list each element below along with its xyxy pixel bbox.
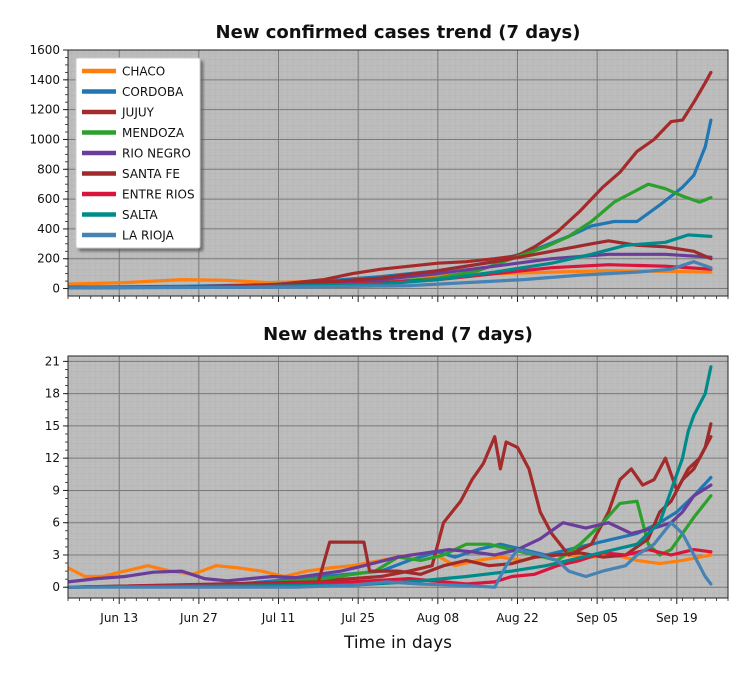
cases-y-tick-label: 600 xyxy=(37,192,60,206)
deaths-x-tick-label: Sep 19 xyxy=(656,611,698,625)
legend-label: SANTA FE xyxy=(122,167,180,181)
legend-label: RIO NEGRO xyxy=(122,147,191,161)
legend-entry-la-rioja: LA RIOJA xyxy=(82,229,175,243)
legend-label: CORDOBA xyxy=(122,85,184,99)
cases-y-tick-label: 200 xyxy=(37,252,60,266)
cases-y-tick-label: 800 xyxy=(37,162,60,176)
legend-entry-santa-fe: SANTA FE xyxy=(82,167,180,181)
cases-y-tick-label: 400 xyxy=(37,222,60,236)
deaths-y-tick-label: 15 xyxy=(45,419,60,433)
legend-label: ENTRE RIOS xyxy=(122,188,195,202)
legend-entry-cordoba: CORDOBA xyxy=(82,85,184,99)
deaths-x-tick-label: Jul 11 xyxy=(261,611,296,625)
deaths-x-tick-label: Jun 13 xyxy=(99,611,138,625)
deaths-y-tick-label: 18 xyxy=(45,387,60,401)
deaths-x-axis-label: Time in days xyxy=(343,633,452,653)
cases-series-jujuy xyxy=(68,70,713,290)
deaths-y-tick-label: 0 xyxy=(52,580,60,594)
cases-y-tick-label: 1600 xyxy=(29,43,60,57)
cases-y-tick-label: 1000 xyxy=(29,132,60,146)
deaths-y-tick-label: 9 xyxy=(52,483,60,497)
deaths-y-axis: 0 3 6 9 12 15 18 21 xyxy=(45,354,68,594)
cases-series-group xyxy=(68,70,713,290)
legend-label: SALTA xyxy=(122,208,158,222)
deaths-x-axis: Jun 13 Jun 27 Jul 11 Jul 25 Aug 08 Aug 22 Sep … xyxy=(67,598,729,625)
cases-y-tick-label: 1200 xyxy=(29,103,60,117)
legend-entry-chaco: CHACO xyxy=(82,65,165,79)
cases-legend: CHACO CORDOBA JUJUY MENDOZA RIO NEGRO SANTA F… xyxy=(75,57,201,249)
deaths-x-tick-label: Jun 27 xyxy=(179,611,218,625)
deaths-x-tick-label: Aug 08 xyxy=(417,611,460,625)
legend-label: MENDOZA xyxy=(122,126,185,140)
deaths-x-tick-label: Aug 22 xyxy=(496,611,539,625)
deaths-y-tick-label: 6 xyxy=(52,516,60,530)
legend-label: JUJUY xyxy=(121,106,155,120)
deaths-series-santa-fe xyxy=(68,422,713,589)
cases-chart: New confirmed cases trend (7 days) 0 200 4… xyxy=(29,22,729,302)
deaths-series-salta xyxy=(68,365,713,589)
cases-chart-title: New confirmed cases trend (7 days) xyxy=(216,22,581,43)
legend-box xyxy=(75,57,201,249)
legend-entry-entre-rios: ENTRE RIOS xyxy=(82,188,195,202)
cases-x-axis xyxy=(67,296,729,302)
legend-label: LA RIOJA xyxy=(122,229,175,243)
deaths-y-tick-label: 3 xyxy=(52,548,60,562)
deaths-y-tick-label: 12 xyxy=(45,451,60,465)
deaths-x-tick-label: Sep 05 xyxy=(576,611,618,625)
legend-entry-mendoza: MENDOZA xyxy=(82,126,185,140)
legend-entry-jujuy: JUJUY xyxy=(82,106,155,120)
deaths-x-tick-label: Jul 25 xyxy=(340,611,375,625)
deaths-chart: New deaths trend (7 days) 0 3 6 9 12 15 18 21 J… xyxy=(45,324,729,653)
cases-y-tick-label: 0 xyxy=(52,282,60,296)
deaths-series-la-rioja xyxy=(68,521,713,589)
cases-y-tick-label: 1400 xyxy=(29,73,60,87)
deaths-chart-title: New deaths trend (7 days) xyxy=(263,324,533,345)
legend-entry-salta: SALTA xyxy=(82,208,158,222)
deaths-series-group xyxy=(68,365,713,589)
deaths-y-tick-label: 21 xyxy=(45,354,60,368)
cases-series-la-rioja xyxy=(68,260,713,290)
cases-y-axis: 0 200 400 600 800 1000 1200 1400 1600 xyxy=(29,43,68,296)
legend-entry-rio-negro: RIO NEGRO xyxy=(82,147,191,161)
deaths-series-entre-rios xyxy=(68,548,713,589)
deaths-series-rio-negro xyxy=(68,483,713,584)
legend-label: CHACO xyxy=(122,65,165,79)
